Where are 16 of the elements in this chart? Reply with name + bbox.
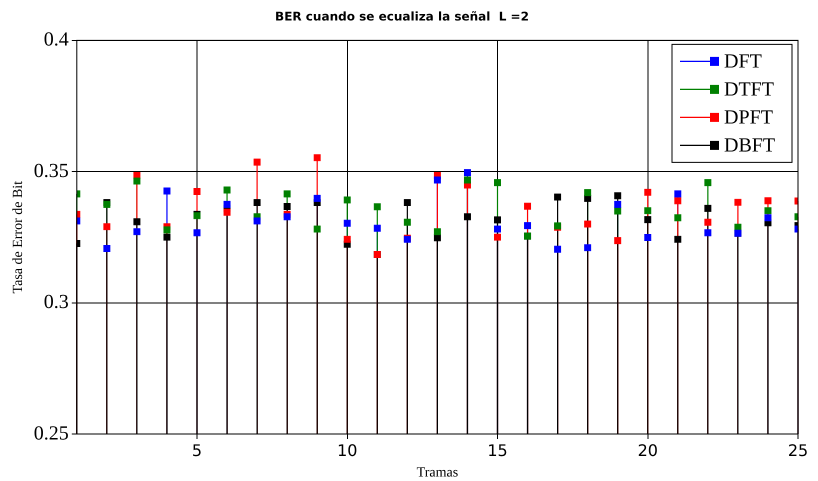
- legend-label: DTFT: [724, 78, 774, 101]
- x-tick-label: 20: [638, 440, 658, 460]
- y-tick-label: 0.35: [34, 160, 69, 182]
- legend-label: DPFT: [724, 106, 773, 129]
- x-tick-label: 5: [192, 440, 202, 460]
- x-tick-label: 15: [487, 440, 508, 460]
- y-tick-label: 0.25: [34, 422, 69, 444]
- y-axis-title: Tasa de Error de Bit: [11, 180, 26, 294]
- x-tick-label: 25: [788, 440, 808, 460]
- chart-title: BER cuando se ecualiza la señal L =2: [275, 9, 529, 24]
- x-tick-label: 10: [337, 440, 358, 460]
- y-tick-label: 0.4: [44, 28, 69, 51]
- legend-label: DBFT: [724, 134, 776, 157]
- y-tick-label: 0.3: [44, 291, 69, 314]
- legend-label: DFT: [724, 50, 762, 73]
- x-axis-title: Tramas: [416, 465, 458, 480]
